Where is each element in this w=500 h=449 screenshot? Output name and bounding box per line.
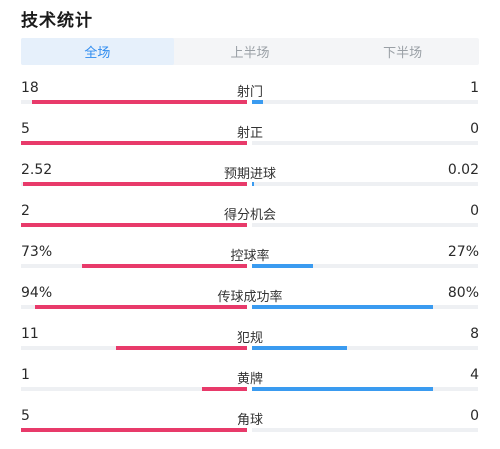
away-value: 0 xyxy=(470,203,479,219)
tab-first-half[interactable]: 上半场 xyxy=(230,46,270,61)
away-value: 4 xyxy=(470,367,479,383)
home-bar-track xyxy=(21,182,247,186)
home-bar xyxy=(21,223,247,227)
away-bar-track xyxy=(252,264,478,268)
away-value: 27% xyxy=(447,244,479,260)
home-bar-track xyxy=(21,387,247,391)
away-bar-track xyxy=(252,100,478,104)
tab-full-match[interactable]: 全场 xyxy=(21,38,174,65)
home-bar xyxy=(32,100,247,104)
away-value: 80% xyxy=(447,285,479,301)
stat-row-big-chances: 2 得分机会 0 xyxy=(0,203,500,244)
home-bar xyxy=(23,182,247,186)
stats-list: 18 射门 1 5 射正 0 2.52 预期进球 0.02 2 得分机会 0 7… xyxy=(0,80,500,449)
page-title: 技术统计 xyxy=(21,11,93,31)
away-bar-track xyxy=(252,346,478,350)
away-bar xyxy=(252,100,264,104)
stat-row-possession: 73% 控球率 27% xyxy=(0,244,500,285)
away-bar xyxy=(252,182,255,186)
stat-label: 得分机会 xyxy=(223,208,276,223)
stat-row-shots-on-target: 5 射正 0 xyxy=(0,121,500,162)
home-bar xyxy=(82,264,247,268)
home-bar-track xyxy=(21,100,247,104)
home-bar xyxy=(115,346,247,350)
tab-second-half[interactable]: 下半场 xyxy=(383,46,423,61)
away-bar xyxy=(252,264,314,268)
home-bar xyxy=(34,305,247,309)
stat-label: 射门 xyxy=(236,85,263,100)
stat-label: 黄牌 xyxy=(236,372,263,387)
home-value: 5 xyxy=(21,408,30,424)
away-bar xyxy=(252,387,433,391)
stat-row-pass-accuracy: 94% 传球成功率 80% xyxy=(0,285,500,326)
away-bar xyxy=(252,305,433,309)
stat-row-corners: 5 角球 0 xyxy=(0,408,500,449)
home-bar-track xyxy=(21,305,247,309)
home-bar xyxy=(21,141,247,145)
stat-label: 角球 xyxy=(236,413,263,428)
stat-row-expected-goals: 2.52 预期进球 0.02 xyxy=(0,162,500,203)
home-value: 5 xyxy=(21,121,30,137)
home-value: 2 xyxy=(21,203,30,219)
home-value: 73% xyxy=(21,244,53,260)
home-bar-track xyxy=(21,428,247,432)
away-bar xyxy=(252,346,347,350)
home-value: 2.52 xyxy=(21,162,53,178)
home-bar xyxy=(201,387,247,391)
home-bar-track xyxy=(21,346,247,350)
away-bar-track xyxy=(252,428,478,432)
away-bar-track xyxy=(252,387,478,391)
stat-label: 控球率 xyxy=(230,249,270,264)
stat-row-fouls: 11 犯规 8 xyxy=(0,326,500,367)
away-value: 1 xyxy=(470,80,479,96)
stat-label: 射正 xyxy=(236,126,263,141)
away-value: 0 xyxy=(470,408,479,424)
home-bar-track xyxy=(21,223,247,227)
stat-label: 传球成功率 xyxy=(217,290,283,305)
away-value: 8 xyxy=(470,326,479,342)
home-value: 94% xyxy=(21,285,53,301)
stat-row-yellow-cards: 1 黄牌 4 xyxy=(0,367,500,408)
home-value: 1 xyxy=(21,367,30,383)
away-bar-track xyxy=(252,141,478,145)
home-value: 18 xyxy=(21,80,39,96)
stat-label: 预期进球 xyxy=(223,167,276,182)
away-bar-track xyxy=(252,223,478,227)
home-bar xyxy=(21,428,247,432)
away-value: 0 xyxy=(470,121,479,137)
home-bar-track xyxy=(21,141,247,145)
away-bar-track xyxy=(252,305,478,309)
away-bar-track xyxy=(252,182,478,186)
stat-label: 犯规 xyxy=(236,331,263,346)
away-value: 0.02 xyxy=(447,162,479,178)
home-value: 11 xyxy=(21,326,39,342)
period-tabs: 全场 上半场 下半场 xyxy=(21,38,479,65)
home-bar-track xyxy=(21,264,247,268)
stat-row-shots: 18 射门 1 xyxy=(0,80,500,121)
